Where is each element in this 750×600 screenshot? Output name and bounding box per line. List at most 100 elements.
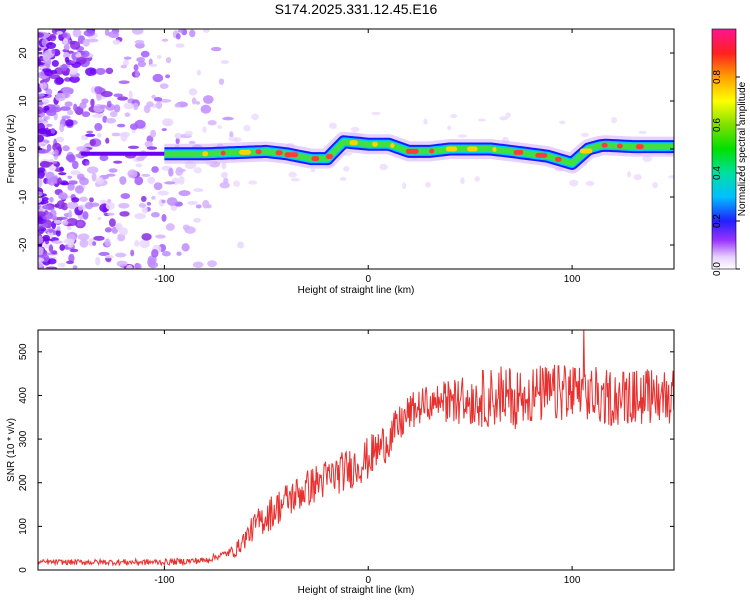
noise-blob	[130, 249, 135, 257]
noise-blob	[95, 67, 106, 75]
noise-blob	[229, 131, 234, 138]
noise-blob	[119, 176, 127, 185]
noise-blob	[161, 213, 167, 222]
noise-blob	[64, 101, 73, 107]
noise-blob	[146, 201, 152, 206]
noise-blob	[116, 260, 128, 267]
noise-blob	[38, 106, 44, 115]
noise-blob	[174, 132, 183, 139]
noise-blob	[58, 262, 66, 268]
noise-blob	[81, 111, 91, 118]
snr-ticks: -100 0 100 0 100 200 300 400 500	[18, 330, 674, 586]
noise-blob	[134, 240, 140, 247]
noise-blob	[474, 176, 480, 182]
colorbar-label: Normalized spectral amplitude	[737, 81, 748, 216]
noise-blob	[38, 32, 44, 38]
noise-blob	[141, 205, 148, 214]
noise-blob	[43, 115, 51, 121]
noise-blob	[122, 59, 130, 66]
noise-blob	[95, 256, 101, 266]
noise-blob	[47, 177, 56, 186]
noise-blob	[85, 133, 96, 137]
noise-blob	[108, 218, 116, 227]
spectrogram-ridge	[80, 131, 674, 174]
noise-blob	[195, 204, 202, 209]
ridge-hotspot	[429, 148, 435, 154]
noise-blob	[72, 265, 78, 269]
noise-blob	[82, 38, 90, 47]
noise-blob	[148, 63, 158, 67]
noise-blob	[119, 211, 130, 217]
noise-blob	[62, 38, 69, 45]
noise-blob	[113, 93, 123, 98]
noise-blob	[134, 42, 145, 49]
noise-blob	[217, 124, 222, 130]
noise-blob	[175, 166, 184, 176]
noise-blob	[48, 159, 55, 163]
noise-blob	[77, 233, 90, 241]
noise-blob	[585, 180, 595, 186]
ridge-hotspot	[579, 148, 593, 154]
noise-blob	[166, 197, 178, 206]
noise-blob	[51, 60, 59, 67]
noise-blob	[48, 165, 57, 171]
y-tick-label: 0	[18, 567, 29, 573]
noise-blob	[222, 116, 234, 121]
noise-blob	[79, 238, 89, 248]
noise-blob	[131, 29, 144, 35]
noise-blob	[159, 98, 172, 103]
noise-blob	[38, 88, 42, 93]
snr-frame	[37, 329, 675, 571]
noise-blob	[379, 163, 388, 171]
noise-blob	[82, 211, 89, 220]
noise-blob	[55, 77, 65, 85]
noise-blob	[447, 125, 452, 131]
ridge-hotspot	[555, 156, 562, 162]
noise-blob	[113, 160, 123, 164]
x-tick-label: 100	[564, 575, 581, 586]
noise-blob	[203, 29, 210, 34]
noise-blob	[425, 181, 431, 188]
noise-blob	[38, 235, 44, 244]
noise-blob	[50, 69, 58, 75]
noise-blob	[38, 101, 44, 106]
noise-blob	[56, 226, 61, 231]
noise-blob	[156, 55, 162, 59]
noise-blob	[174, 103, 181, 108]
noise-blob	[207, 120, 217, 126]
noise-blob	[175, 137, 180, 145]
noise-blob	[98, 251, 110, 257]
noise-blob	[328, 122, 338, 130]
noise-blob	[52, 142, 62, 152]
noise-blob	[350, 126, 360, 133]
noise-blob	[94, 122, 103, 131]
noise-blob	[42, 204, 54, 210]
noise-blob	[79, 196, 88, 202]
ridge-hotspot	[311, 156, 320, 162]
noise-blob	[141, 173, 151, 177]
noise-blob	[477, 118, 486, 122]
noise-blob	[42, 234, 50, 242]
noise-blob	[38, 246, 44, 256]
noise-blob	[90, 98, 95, 107]
noise-blob	[42, 68, 52, 73]
noise-blob	[371, 111, 381, 115]
noise-blob	[38, 47, 42, 52]
y-tick-label: 300	[18, 430, 29, 447]
x-tick-label: 0	[365, 274, 371, 285]
noise-blob	[251, 113, 259, 121]
noise-blob	[178, 190, 191, 197]
noise-blob	[200, 104, 212, 114]
noise-blob	[188, 88, 198, 96]
noise-blob	[41, 223, 49, 228]
noise-blob	[221, 162, 227, 170]
noise-blob	[63, 44, 70, 51]
noise-blob	[56, 200, 65, 210]
noise-blob	[343, 165, 350, 172]
noise-blob	[58, 172, 67, 176]
noise-blob	[188, 140, 196, 145]
noise-blob	[220, 60, 230, 64]
noise-blob	[62, 32, 68, 38]
noise-blob	[124, 112, 131, 118]
